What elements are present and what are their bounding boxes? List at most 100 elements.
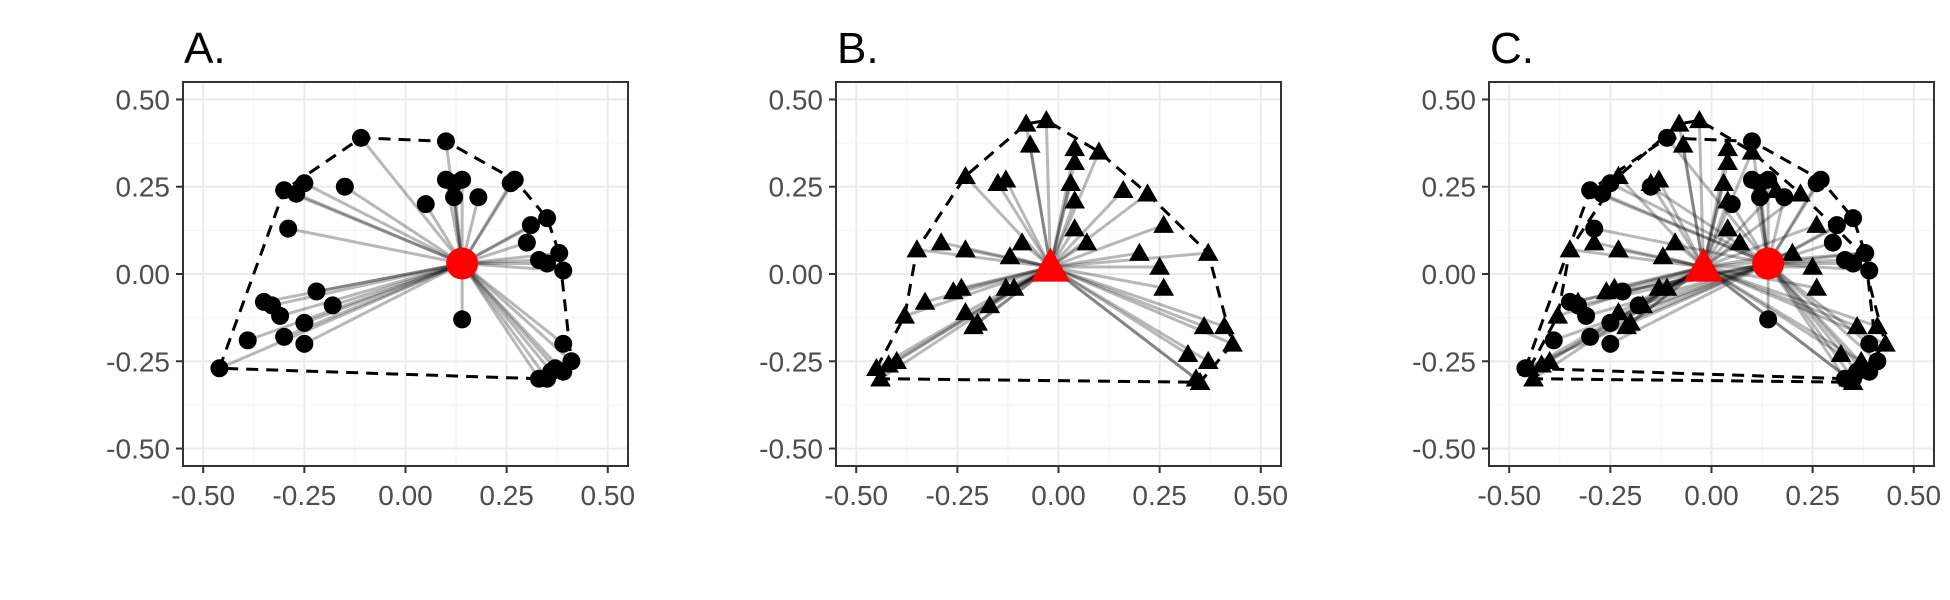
data-point [416, 195, 435, 214]
spoke-line [1004, 179, 1052, 268]
spoke-line [1028, 144, 1052, 268]
y-tick-label: -0.50 [759, 434, 823, 465]
centroid-marker [1752, 247, 1785, 280]
data-point [1064, 137, 1086, 157]
spoke-line [1703, 265, 1817, 290]
data-point [445, 188, 464, 207]
data-point [271, 306, 290, 325]
x-tick-label: 0.25 [1785, 480, 1840, 511]
data-point [1036, 110, 1057, 129]
spoke-line [1617, 175, 1705, 269]
spoke-line [295, 192, 463, 265]
data-point [1751, 188, 1770, 207]
spoke-line [916, 248, 1051, 269]
data-point [554, 334, 573, 353]
data-point [1539, 350, 1561, 370]
data-point [550, 244, 569, 263]
data-point [1827, 216, 1846, 235]
data-point [1019, 134, 1041, 153]
spoke-line [461, 262, 573, 363]
y-tick-label: 0.00 [769, 259, 824, 290]
data-point [1713, 172, 1734, 191]
y-tick-label: 0.50 [769, 84, 824, 115]
x-tick-label: 0.00 [378, 480, 433, 511]
x-tick-label: -0.50 [171, 480, 235, 511]
data-point [1060, 172, 1081, 191]
spoke-line [1569, 262, 1769, 304]
spoke-line [1702, 265, 1878, 328]
spoke-line [1049, 223, 1165, 269]
data-point [1153, 214, 1175, 233]
x-tick-label: 0.25 [1132, 480, 1187, 511]
spoke-line [1050, 251, 1209, 269]
data-point [1846, 316, 1868, 335]
data-point [1672, 134, 1694, 153]
data-point [1003, 277, 1025, 296]
spoke-line [1049, 189, 1125, 269]
panel-b-plot: -0.50 -0.25 0.00 0.25 0.50 0.50 0.25 0.00 -0.25 -… [759, 81, 1288, 511]
spoke-line [1601, 192, 1769, 265]
data-point [1806, 277, 1828, 296]
spoke-line [1593, 227, 1769, 265]
spoke-line [1638, 262, 1769, 307]
data-point [930, 232, 952, 251]
data-point [1222, 333, 1243, 352]
x-tick-label: 0.50 [581, 480, 636, 511]
data-point [1836, 251, 1854, 270]
spoke-line [961, 265, 1051, 290]
spoke-line [964, 175, 1052, 269]
data-point [1523, 368, 1544, 387]
data-point [453, 170, 472, 189]
spoke-line [1569, 248, 1704, 269]
data-point [1088, 141, 1110, 160]
spoke-line [1767, 262, 1863, 370]
data-point [238, 331, 257, 350]
data-point [1782, 242, 1803, 261]
spoke-line [1049, 265, 1189, 356]
panel-b: B. -0.50 -0.25 0.00 0.25 0.500.500.250.00-0.… [759, 24, 1288, 511]
panel-a: A. -0.50 -0.25 0.00 0.25 0.500.500.250.00-0.… [106, 24, 635, 511]
data-point [1658, 128, 1676, 147]
y-tick-label: -0.25 [759, 346, 823, 377]
spoke-line [461, 262, 565, 373]
y-tick-label: 0.00 [1422, 259, 1477, 290]
panel-c: C. -0.50 -0.25 0.00 0.25 0.500.500.250.00-0.… [1412, 24, 1941, 511]
spoke-line [1614, 265, 1704, 290]
data-point [275, 327, 294, 346]
centroid-marker [446, 247, 479, 280]
data-point [335, 177, 354, 196]
data-point [1802, 256, 1823, 275]
data-point [307, 282, 326, 301]
data-point [1581, 327, 1600, 346]
data-point [323, 296, 342, 315]
spoke-line [263, 262, 463, 304]
data-point [1149, 256, 1170, 275]
data-point [1830, 343, 1852, 363]
data-point [1741, 141, 1763, 160]
data-point [1823, 233, 1842, 252]
spoke-line [316, 262, 463, 293]
spoke-line [1766, 262, 1855, 380]
y-tick-label: -0.25 [1412, 346, 1476, 377]
data-point [1844, 209, 1863, 228]
spoke-line [461, 262, 565, 345]
data-point [1689, 110, 1710, 129]
data-point [995, 169, 1017, 188]
spoke-line [1048, 182, 1073, 268]
data-point [279, 219, 298, 238]
spoke-line [1649, 182, 1705, 268]
spoke-line [1702, 265, 1842, 356]
data-point [1656, 277, 1678, 296]
data-point [870, 368, 891, 387]
data-point [955, 302, 976, 321]
data-point [1583, 232, 1605, 251]
spoke-line [283, 188, 463, 265]
data-point [1729, 232, 1751, 251]
data-point [1775, 188, 1794, 207]
data-point [295, 313, 314, 332]
panel-c-title: C. [1490, 24, 1534, 73]
data-point [1577, 306, 1596, 325]
data-point [1177, 343, 1199, 363]
data-point [1641, 177, 1660, 196]
